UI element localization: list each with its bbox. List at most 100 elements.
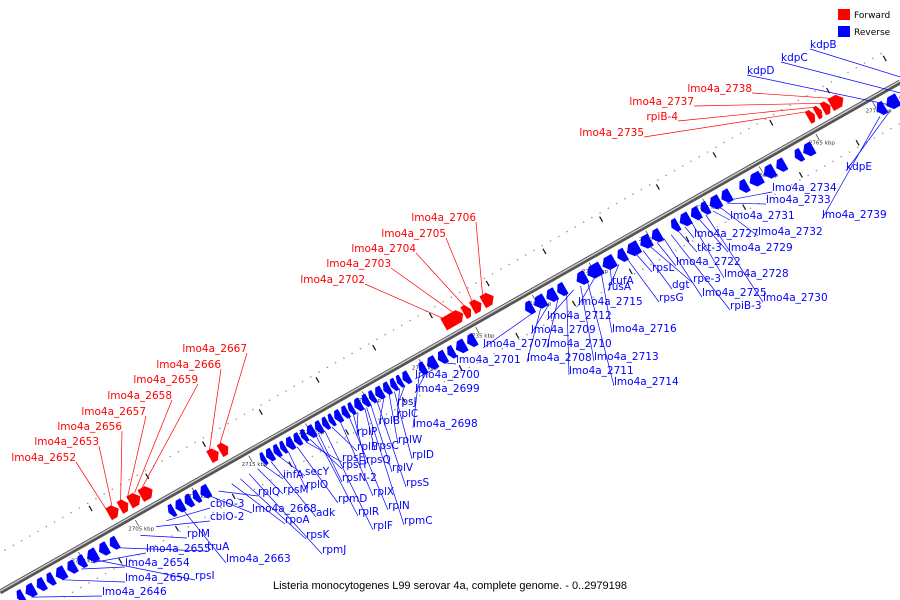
leader-line (92, 552, 147, 563)
leader-line (394, 391, 413, 460)
forward-gene-arrow (440, 310, 464, 331)
forward-guide-dot (285, 390, 287, 392)
reverse-gene-arrow (525, 300, 537, 315)
forward-guide-dot (739, 132, 742, 135)
forward-guide-dot (177, 450, 180, 453)
leader-line (412, 377, 420, 429)
reverse-guide-dot (187, 525, 190, 528)
guide-tick (685, 236, 690, 243)
gene-label: lmo4a_2706 (411, 212, 476, 224)
forward-guide-dot (591, 216, 593, 219)
forward-guide-dot (392, 329, 395, 331)
forward-guide-dot (764, 118, 767, 120)
forward-gene-arrow (479, 292, 494, 309)
reverse-guide-dot (154, 544, 156, 547)
guide-tick (202, 441, 207, 448)
reverse-gene-arrow (265, 447, 277, 462)
leader-line (649, 246, 694, 284)
reverse-guide-dot (303, 460, 305, 462)
forward-guide-dot (144, 469, 147, 472)
guide-tick (174, 525, 179, 532)
leader-line (746, 74, 898, 107)
forward-guide-dot (648, 184, 651, 186)
gene-label: rpiB-4 (646, 111, 678, 123)
reverse-guide-dot (121, 563, 123, 565)
forward-gene-arrow (460, 305, 472, 320)
gene-label: rpsC (375, 440, 399, 452)
gene-labels: lmo4a_2652 lmo4a_2653 lmo4a_2656 lmo4a_2657… (11, 39, 886, 598)
forward-guide-dot (830, 80, 833, 83)
forward-guide-dot (657, 179, 659, 181)
reverse-guide-dot (352, 432, 355, 434)
leader-line (643, 111, 808, 138)
reverse-gene-arrow (886, 93, 900, 110)
gene-label: rpsQ (366, 454, 391, 466)
gene-label: rplB (379, 415, 400, 427)
reverse-gene-arrow (739, 178, 751, 193)
scale-tick-label: 2765 kbp (809, 141, 835, 147)
guide-tick (599, 216, 604, 223)
reverse-guide-dot (270, 479, 272, 481)
gene-label: rplF (373, 520, 393, 532)
leader-line (627, 259, 660, 303)
reverse-guide-dot (493, 352, 495, 355)
gene-label: tufA (612, 275, 634, 287)
forward-guide-dot (533, 249, 535, 252)
reverse-guide-dot (633, 273, 636, 275)
reverse-gene-arrow (354, 397, 365, 412)
gene-label: lmo4a_2715 (578, 296, 643, 308)
guide-tick (628, 268, 633, 275)
leader-line (414, 369, 433, 380)
forward-guide-dot (508, 263, 511, 266)
forward-guide-dot (45, 525, 48, 528)
reverse-gene-arrow (626, 240, 643, 257)
gene-label: lmo4a_2714 (614, 376, 679, 388)
reverse-guide-dot (179, 530, 181, 533)
reverse-gene-arrow (794, 147, 806, 162)
reverse-gene-arrow (418, 361, 429, 375)
forward-guide-dot (797, 99, 800, 102)
reverse-guide-dot (600, 291, 603, 294)
reverse-guide-dot (716, 226, 718, 228)
leader-line (607, 264, 620, 292)
gene-label: rplP (357, 426, 377, 438)
gene-label: lmo4a_2710 (547, 338, 612, 350)
gene-label: lmo4a_2713 (594, 351, 659, 363)
reverse-gene-arrow (455, 338, 469, 354)
gene-label: lmo4a_2703 (326, 258, 391, 270)
gene-label: lmo4a_2657 (81, 406, 146, 418)
gene-label: rpmD (338, 493, 367, 505)
reverse-guide-dot (592, 296, 595, 299)
reverse-guide-dot (427, 390, 429, 392)
forward-guide-dot (731, 137, 734, 139)
scale-tick (758, 166, 764, 173)
forward-guide-dot (12, 544, 15, 547)
forward-guide-dot (37, 530, 39, 533)
gene-label: kdpC (781, 52, 808, 64)
gene-label: rplN (388, 500, 410, 512)
gene-label: lmo4a_2698 (413, 418, 478, 430)
reverse-guide-dot (857, 146, 859, 149)
reverse-guide-dot (212, 511, 214, 514)
forward-guide-dot (491, 273, 494, 275)
gene-label: lmo4a_2668 (252, 503, 317, 515)
forward-guide-dot (822, 85, 824, 88)
forward-guide-dot (516, 258, 519, 261)
forward-guide-dot (301, 380, 304, 383)
reverse-guide-dot (460, 371, 462, 373)
forward-guide-dot (574, 226, 577, 228)
leader-line (530, 303, 550, 335)
forward-guide-dot (367, 343, 370, 345)
gene-label: lmo4a_2666 (156, 359, 221, 371)
reverse-gene-arrow (721, 188, 734, 203)
reverse-gene-arrow (46, 571, 57, 586)
forward-guide-dot (417, 315, 420, 317)
reverse-gene-arrow (776, 157, 789, 172)
forward-gene-arrow (819, 101, 831, 116)
reverse-gene-arrow (749, 170, 765, 187)
reverse-guide-dot (559, 315, 561, 317)
forward-guide-dot (748, 127, 750, 130)
reverse-gene-arrow (341, 405, 352, 419)
reverse-guide-dot (823, 165, 826, 167)
reverse-gene-arrow (546, 287, 560, 302)
